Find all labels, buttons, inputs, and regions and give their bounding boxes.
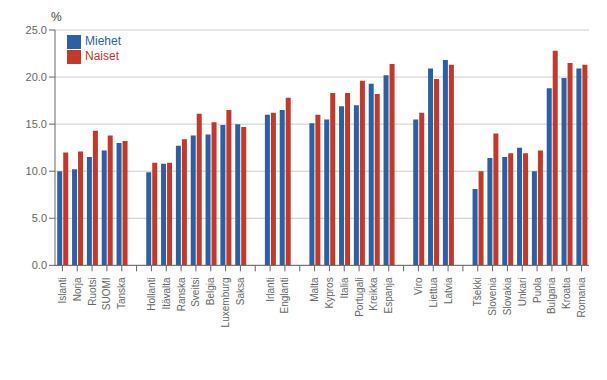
svg-text:Portugali: Portugali: [354, 277, 365, 316]
svg-text:Islanti: Islanti: [57, 277, 68, 303]
svg-text:10.0: 10.0: [26, 165, 47, 177]
svg-text:Bulgaria: Bulgaria: [546, 277, 557, 314]
svg-text:Irlanti: Irlanti: [265, 277, 276, 301]
svg-text:Itävalta: Itävalta: [161, 277, 172, 310]
svg-text:Englanti: Englanti: [279, 277, 290, 313]
svg-text:Norja: Norja: [72, 277, 83, 301]
svg-text:Kypros: Kypros: [324, 277, 335, 308]
svg-text:Italia: Italia: [339, 277, 350, 299]
svg-text:Kroatia: Kroatia: [561, 277, 572, 309]
svg-text:Tanska: Tanska: [116, 277, 127, 309]
svg-text:5.0: 5.0: [32, 212, 47, 224]
svg-text:Puola: Puola: [532, 277, 543, 303]
svg-text:Slovakia: Slovakia: [502, 277, 513, 315]
svg-text:Luxemburg: Luxemburg: [220, 277, 231, 327]
svg-text:0.0: 0.0: [32, 259, 47, 271]
svg-text:SUOMI: SUOMI: [101, 277, 112, 310]
html-text:Miehet: Miehet: [85, 34, 121, 48]
svg-text:Viro: Viro: [413, 277, 424, 295]
svg-text:Latvia: Latvia: [443, 277, 454, 304]
svg-text:Hollanti: Hollanti: [146, 277, 157, 310]
svg-text:25.0: 25.0: [26, 24, 47, 36]
svg-text:Tšekki: Tšekki: [472, 277, 483, 306]
svg-text:Liettua: Liettua: [428, 277, 439, 307]
svg-text:Ranska: Ranska: [176, 277, 187, 311]
svg-text:15.0: 15.0: [26, 118, 47, 130]
svg-text:Ruotsi: Ruotsi: [87, 277, 98, 305]
svg-text:20.0: 20.0: [26, 71, 47, 83]
svg-text:Sveitsi: Sveitsi: [190, 277, 201, 306]
svg-text:Malta: Malta: [309, 277, 320, 302]
svg-text:Espanja: Espanja: [383, 277, 394, 314]
svg-text:Slovenia: Slovenia: [487, 277, 498, 316]
svg-text:Belgia: Belgia: [205, 277, 216, 305]
svg-text:Romania: Romania: [576, 277, 587, 317]
html-text:Naiset: Naiset: [85, 48, 119, 63]
svg-text:Saksa: Saksa: [235, 277, 246, 305]
svg-text:Kreikka: Kreikka: [368, 277, 379, 311]
svg-text:Unkari: Unkari: [517, 277, 528, 306]
